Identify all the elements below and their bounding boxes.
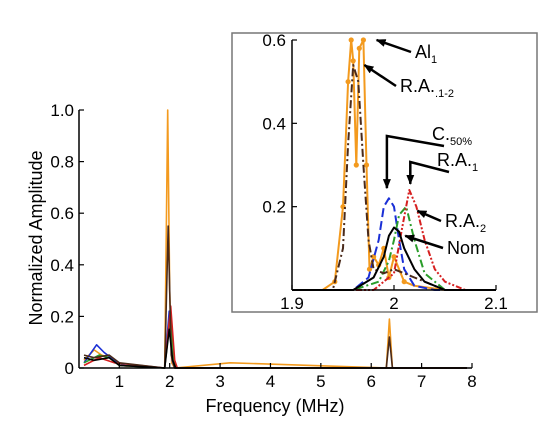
main-x-tick-label: 8: [467, 372, 476, 391]
main-x-tick-label: 1: [115, 372, 124, 391]
inset-x-tick-label: 1.9: [280, 294, 304, 313]
main-x-tick-label: 2: [165, 372, 174, 391]
annotation-arrow: [404, 234, 444, 250]
inset-series-point: [366, 266, 373, 272]
annotation-nom: Nom: [447, 238, 485, 258]
main-series-line-3: [83, 305, 467, 369]
annotation-subscript: 1: [472, 162, 478, 174]
main-y-tick-label: 0: [65, 359, 74, 378]
main-series-line-4: [83, 225, 467, 369]
inset-series-line-2: [292, 205, 496, 291]
inset-series-point: [348, 37, 354, 43]
main-x-tick-label: 5: [316, 372, 325, 391]
annotation-arrow: [375, 38, 412, 54]
main-y-tick-label: 0.4: [50, 256, 74, 275]
main-y-tick-label: 1.0: [50, 101, 74, 120]
annotation-text: Nom: [447, 238, 485, 258]
annotation-arrow: [416, 209, 442, 223]
main-x-tick-label: 7: [417, 372, 426, 391]
main-x-tick-label: 4: [266, 372, 275, 391]
inset-x-tick-label: 2: [389, 294, 398, 313]
inset-series-point: [391, 254, 397, 260]
main-y-tick-label: 0.6: [50, 204, 74, 223]
annotation-arrow: [406, 160, 450, 185]
annotation-text: R.A.: [445, 211, 480, 231]
inset-series-point: [353, 162, 359, 168]
main-series-line-5: [83, 328, 467, 369]
inset-series-point: [371, 254, 377, 260]
main-y-tick-label: 0.8: [50, 153, 74, 172]
inset-y-tick-label: 0.2: [262, 198, 286, 217]
annotation-c50: C.50%: [432, 124, 472, 148]
annotation-arrow: [363, 63, 397, 88]
main-series-line-1: [83, 310, 467, 369]
inset-series-line-3: [292, 189, 496, 291]
inset-series-line-5: [292, 226, 496, 291]
annotation-subscript: 2: [480, 223, 486, 235]
main-ticks: 1 2 3 4 5 6 7 8 0 0.2 0.4 0.6 0.8 1.0: [50, 101, 476, 391]
inset-series-group: [292, 37, 496, 291]
annotation-text: C.: [432, 124, 450, 144]
annotation-ra1: R.A.1: [437, 150, 478, 174]
annotation-arrow: [382, 134, 445, 190]
main-x-axis-label: Frequency (MHz): [205, 396, 344, 416]
inset-x-tick-label: 2.1: [484, 294, 508, 313]
inset-series-line-4: [292, 64, 496, 291]
annotation-text: R.A.: [437, 150, 472, 170]
main-y-axis-label: Normalized Amplitude: [26, 150, 46, 325]
inset-plot: 1.9 2 2.10.20.40.6 Al1R.A..1-2C.50%R.A.1R.…: [231, 31, 538, 313]
annotation-subscript: 50%: [450, 136, 472, 148]
inset-ticks: 1.9 2 2.1 0.2 0.4 0.6: [262, 31, 507, 313]
inset-y-tick-label: 0.4: [262, 114, 286, 133]
main-y-tick-label: 0.2: [50, 307, 74, 326]
annotation-text: Al: [415, 42, 431, 62]
inset-series-point: [350, 58, 356, 64]
annotation-subscript: 1: [431, 54, 437, 66]
annotation-subscript: .1-2: [435, 88, 454, 100]
annotation-text: R.A.: [400, 76, 435, 96]
inset-series-point: [401, 279, 407, 285]
annotation-al1: Al1: [415, 42, 437, 66]
inset-series-point: [360, 37, 366, 43]
inset-series-point: [356, 45, 362, 51]
main-x-tick-label: 6: [366, 372, 375, 391]
inset-y-tick-label: 0.6: [262, 31, 286, 50]
main-x-tick-label: 3: [215, 372, 224, 391]
inset-series-point: [363, 162, 370, 168]
annotation-ra2: R.A.2: [445, 211, 486, 235]
main-plot: 1 2 3 4 5 6 7 8 0 0.2 0.4 0.6 0.8 1.0 Frequency (MHz)…: [26, 101, 477, 416]
inset-series-point: [345, 79, 351, 85]
annotation-ra12: R.A..1-2: [400, 76, 454, 100]
main-series-line-2: [83, 315, 467, 369]
